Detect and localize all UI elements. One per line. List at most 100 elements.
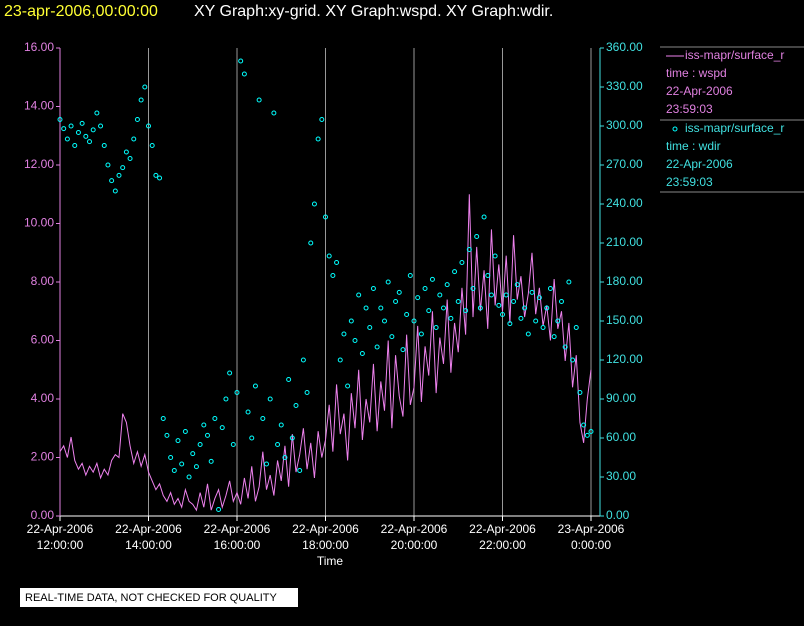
scatter-point [448, 315, 454, 321]
scatter-point [304, 390, 310, 395]
scatter-point [127, 156, 133, 161]
scatter-point [75, 130, 81, 135]
y2-tick-label: 0.00 [606, 508, 630, 522]
scatter-point [455, 299, 461, 304]
scatter-point [68, 123, 74, 129]
note-box [20, 588, 298, 607]
legend-label: iss-mapr/surface_r [685, 121, 784, 135]
line-series [59, 194, 592, 512]
scatter-point [341, 331, 347, 337]
legend-info: 23:59:03 [666, 175, 713, 189]
scatter-point [252, 383, 258, 389]
scatter-point [105, 162, 111, 168]
scatter-point [123, 149, 129, 155]
y2-tick-label: 150.00 [606, 313, 643, 327]
scatter-point [581, 422, 587, 428]
scatter-point [588, 429, 594, 434]
x-tick-label: 14:00:00 [125, 538, 172, 552]
scatter-point [536, 295, 542, 301]
legend-info: 23:59:03 [666, 102, 713, 116]
scatter-point [182, 429, 188, 434]
scatter-point [503, 292, 509, 298]
scatter-point [315, 136, 321, 142]
scatter-point [146, 123, 151, 129]
scatter-point [466, 247, 472, 252]
scatter-point [470, 286, 476, 291]
scatter-point [426, 308, 432, 314]
y-tick-label: 16.00 [24, 40, 54, 54]
x-tick-label: 22-Apr-2006 [381, 522, 448, 536]
y2-tick-label: 360.00 [606, 40, 643, 54]
scatter-point [197, 442, 203, 447]
scatter-point [168, 455, 174, 460]
scatter-point [345, 383, 351, 389]
scatter-point [109, 178, 115, 184]
scatter-point [385, 279, 391, 285]
scatter-point [238, 58, 244, 64]
scatter-point [363, 305, 369, 311]
y-tick-label: 6.00 [31, 333, 55, 347]
scatter-point [282, 455, 288, 460]
scatter-point [245, 409, 251, 415]
y2-tick-label: 30.00 [606, 469, 636, 483]
scatter-point [422, 286, 428, 291]
x-tick-label: 18:00:00 [302, 538, 349, 552]
scatter-point [57, 117, 63, 122]
scatter-point [286, 377, 292, 382]
scatter-point [529, 289, 535, 295]
scatter-point [219, 425, 225, 431]
scatter-point [61, 126, 67, 132]
scatter-point [511, 299, 517, 304]
scatter-point [547, 286, 553, 291]
scatter-point [522, 305, 528, 311]
scatter-point [201, 422, 207, 428]
scatter-point [267, 396, 273, 402]
scatter-point [116, 172, 122, 178]
x-tick-label: 22-Apr-2006 [115, 522, 182, 536]
scatter-point [223, 396, 229, 402]
scatter-point [326, 253, 332, 259]
scatter-point [193, 464, 199, 470]
scatter-point [334, 260, 340, 265]
scatter-point [308, 240, 314, 246]
scatter-point [514, 282, 520, 288]
scatter-point [444, 282, 450, 288]
scatter-point [463, 308, 469, 314]
y-tick-label: 0.00 [31, 508, 55, 522]
scatter-point [212, 416, 218, 421]
scatter-point [407, 273, 413, 278]
scatter-point [275, 442, 281, 447]
note: REAL-TIME DATA, NOT CHECKED FOR QUALITY [25, 592, 277, 604]
scatter-point [87, 139, 92, 145]
scatter-point [352, 338, 358, 343]
scatter-point [573, 325, 579, 330]
x-tick-label: 20:00:00 [391, 538, 438, 552]
scatter-point [555, 318, 561, 324]
scatter-point [79, 120, 85, 126]
scatter-point [525, 331, 531, 337]
y2-tick-label: 180.00 [606, 274, 643, 288]
y2-tick-label: 240.00 [606, 196, 643, 210]
y2-tick-label: 270.00 [606, 157, 643, 171]
title-date: 23-apr-2006,00:00:00 [4, 3, 158, 20]
scatter-point [492, 253, 498, 259]
scatter-point [278, 422, 284, 428]
x-tick-label: 0:00:00 [571, 538, 611, 552]
y2-tick-label: 210.00 [606, 235, 643, 249]
x-tick-label: 22-Apr-2006 [292, 522, 359, 536]
y2-tick-label: 300.00 [606, 118, 643, 132]
scatter-point [153, 172, 159, 178]
scatter-point [157, 175, 163, 181]
legend-info: time : wspd [666, 66, 727, 80]
scatter-point [389, 334, 395, 340]
scatter-point [400, 347, 406, 353]
scatter-point [311, 201, 317, 207]
scatter-point [120, 165, 126, 171]
scatter-point [382, 318, 387, 324]
scatter-point [356, 292, 362, 298]
scatter-point [134, 117, 140, 122]
scatter-point [367, 325, 373, 330]
y2-tick-label: 330.00 [606, 79, 643, 93]
scatter-point [477, 305, 483, 311]
